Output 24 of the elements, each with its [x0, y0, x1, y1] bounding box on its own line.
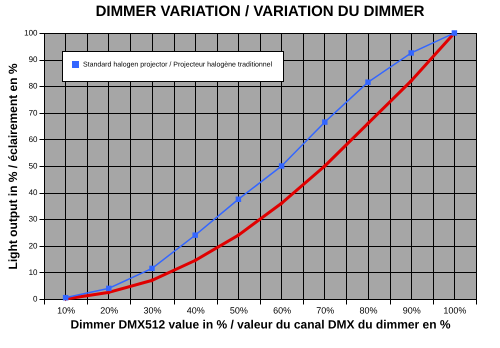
x-tick-label: 90%: [402, 306, 421, 316]
x-tick-label: 30%: [143, 306, 162, 316]
x-axis-title: Dimmer DMX512 value in % / valeur du canal DMX du dimmer en %: [70, 318, 451, 332]
x-tick-label: 100%: [443, 306, 466, 316]
y-tick-label: 0: [33, 294, 38, 304]
x-tick-label: 50%: [230, 306, 248, 316]
y-tick-label: 10: [28, 268, 38, 277]
y-tick-label: 20: [28, 241, 38, 250]
x-tick-label: 40%: [186, 306, 205, 316]
y-tick-label: 30: [28, 214, 38, 224]
x-tick-label: 80%: [359, 306, 378, 316]
chart-title: DIMMER VARIATION / VARIATION DU DIMMER: [96, 3, 425, 20]
y-axis-title: Light output in % / éclairement en %: [6, 63, 20, 270]
y-tick-label: 80: [28, 82, 38, 91]
y-tick-label: 70: [28, 108, 38, 118]
x-tick-label: 10%: [57, 306, 76, 316]
y-tick-label: 100: [24, 28, 38, 38]
x-tick-label: 20%: [100, 306, 118, 316]
x-tick-label: 60%: [273, 306, 292, 316]
y-tick-label: 60: [28, 134, 38, 144]
y-tick-label: 40: [28, 188, 38, 198]
y-tick-label: 90: [28, 55, 38, 64]
x-tick-label: 70%: [316, 306, 334, 316]
y-tick-label: 50: [28, 162, 38, 170]
